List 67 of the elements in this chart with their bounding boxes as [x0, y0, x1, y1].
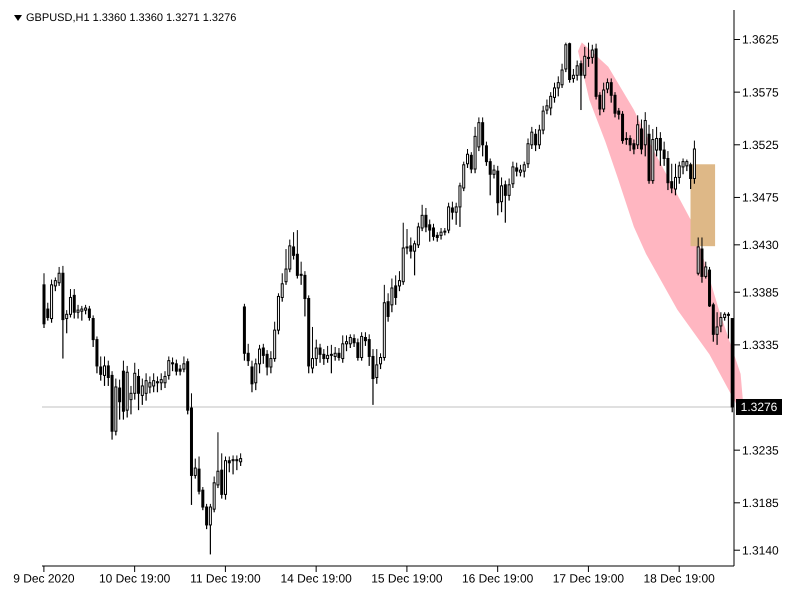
candlestick [322, 348, 326, 366]
candlestick [348, 334, 352, 349]
x-tick-label: 9 Dec 2020 [13, 572, 75, 586]
candlestick [576, 60, 579, 82]
candlestick [126, 365, 129, 418]
candlestick [314, 339, 318, 367]
candlestick [103, 356, 106, 387]
candlestick [602, 82, 606, 113]
candlestick [326, 345, 330, 364]
candlestick [375, 348, 378, 384]
candlestick [50, 279, 54, 324]
y-tick-label: 1.3475 [742, 190, 780, 205]
candlestick [72, 288, 76, 320]
y-tick-label: 1.3185 [742, 496, 780, 510]
y-tick-label: 1.3235 [742, 443, 780, 458]
candlestick [436, 232, 439, 242]
candlestick [137, 368, 140, 411]
candlestick [466, 148, 470, 169]
y-tick-label: 1.3430 [742, 238, 780, 252]
candlestick [549, 92, 552, 116]
candlestick [284, 248, 288, 286]
candlestick [518, 164, 522, 177]
candlestick [504, 180, 507, 224]
candlestick [579, 60, 582, 111]
candlestick [394, 274, 398, 306]
candlestick [658, 132, 662, 166]
y-tick-label: 1.3625 [742, 32, 780, 47]
candlestick [160, 372, 163, 391]
candlestick [84, 304, 88, 315]
candlestick [651, 128, 654, 184]
candlestick [545, 99, 548, 115]
candlestick [428, 219, 432, 242]
x-tick-label: 17 Dec 19:00 [552, 572, 624, 586]
y-tick-label: 1.3575 [742, 85, 780, 100]
x-tick-label: 11 Dec 19:00 [190, 572, 261, 586]
candlestick [402, 222, 405, 286]
candlestick [382, 284, 386, 362]
candlestick [696, 236, 700, 276]
candlestick [152, 372, 156, 393]
candlestick [80, 305, 84, 322]
y-tick-label: 1.3385 [742, 285, 780, 300]
candlestick [61, 265, 64, 360]
candlestick [167, 356, 170, 380]
candlestick [114, 378, 118, 436]
candlestick [262, 343, 265, 364]
candlestick [496, 165, 500, 216]
candlestick [235, 454, 238, 471]
candlestick [648, 124, 651, 184]
candlestick [232, 454, 235, 475]
candlestick [178, 364, 182, 376]
x-tick-label: 18 Dec 19:00 [643, 572, 716, 586]
ref-line-label: 1.3276 [740, 400, 778, 414]
candlestick [636, 114, 640, 150]
y-tick-label: 1.3335 [742, 338, 780, 352]
y-tick-label: 1.3140 [742, 543, 780, 558]
candlestick [156, 376, 159, 393]
y-tick-label: 1.3525 [742, 138, 780, 152]
x-tick-label: 14 Dec 19:00 [280, 572, 352, 586]
candlestick [140, 378, 144, 406]
x-tick-label: 10 Dec 19:00 [98, 572, 171, 586]
x-tick-label: 15 Dec 19:00 [371, 572, 443, 586]
candlestick [174, 359, 178, 376]
candlestick [522, 161, 526, 178]
x-tick-label: 16 Dec 19:00 [462, 572, 534, 586]
candlestick [341, 334, 344, 364]
chart-title: GBPUSD,H1 1.3360 1.3360 1.3271 1.3276 [26, 12, 236, 24]
candlestick [481, 116, 484, 157]
